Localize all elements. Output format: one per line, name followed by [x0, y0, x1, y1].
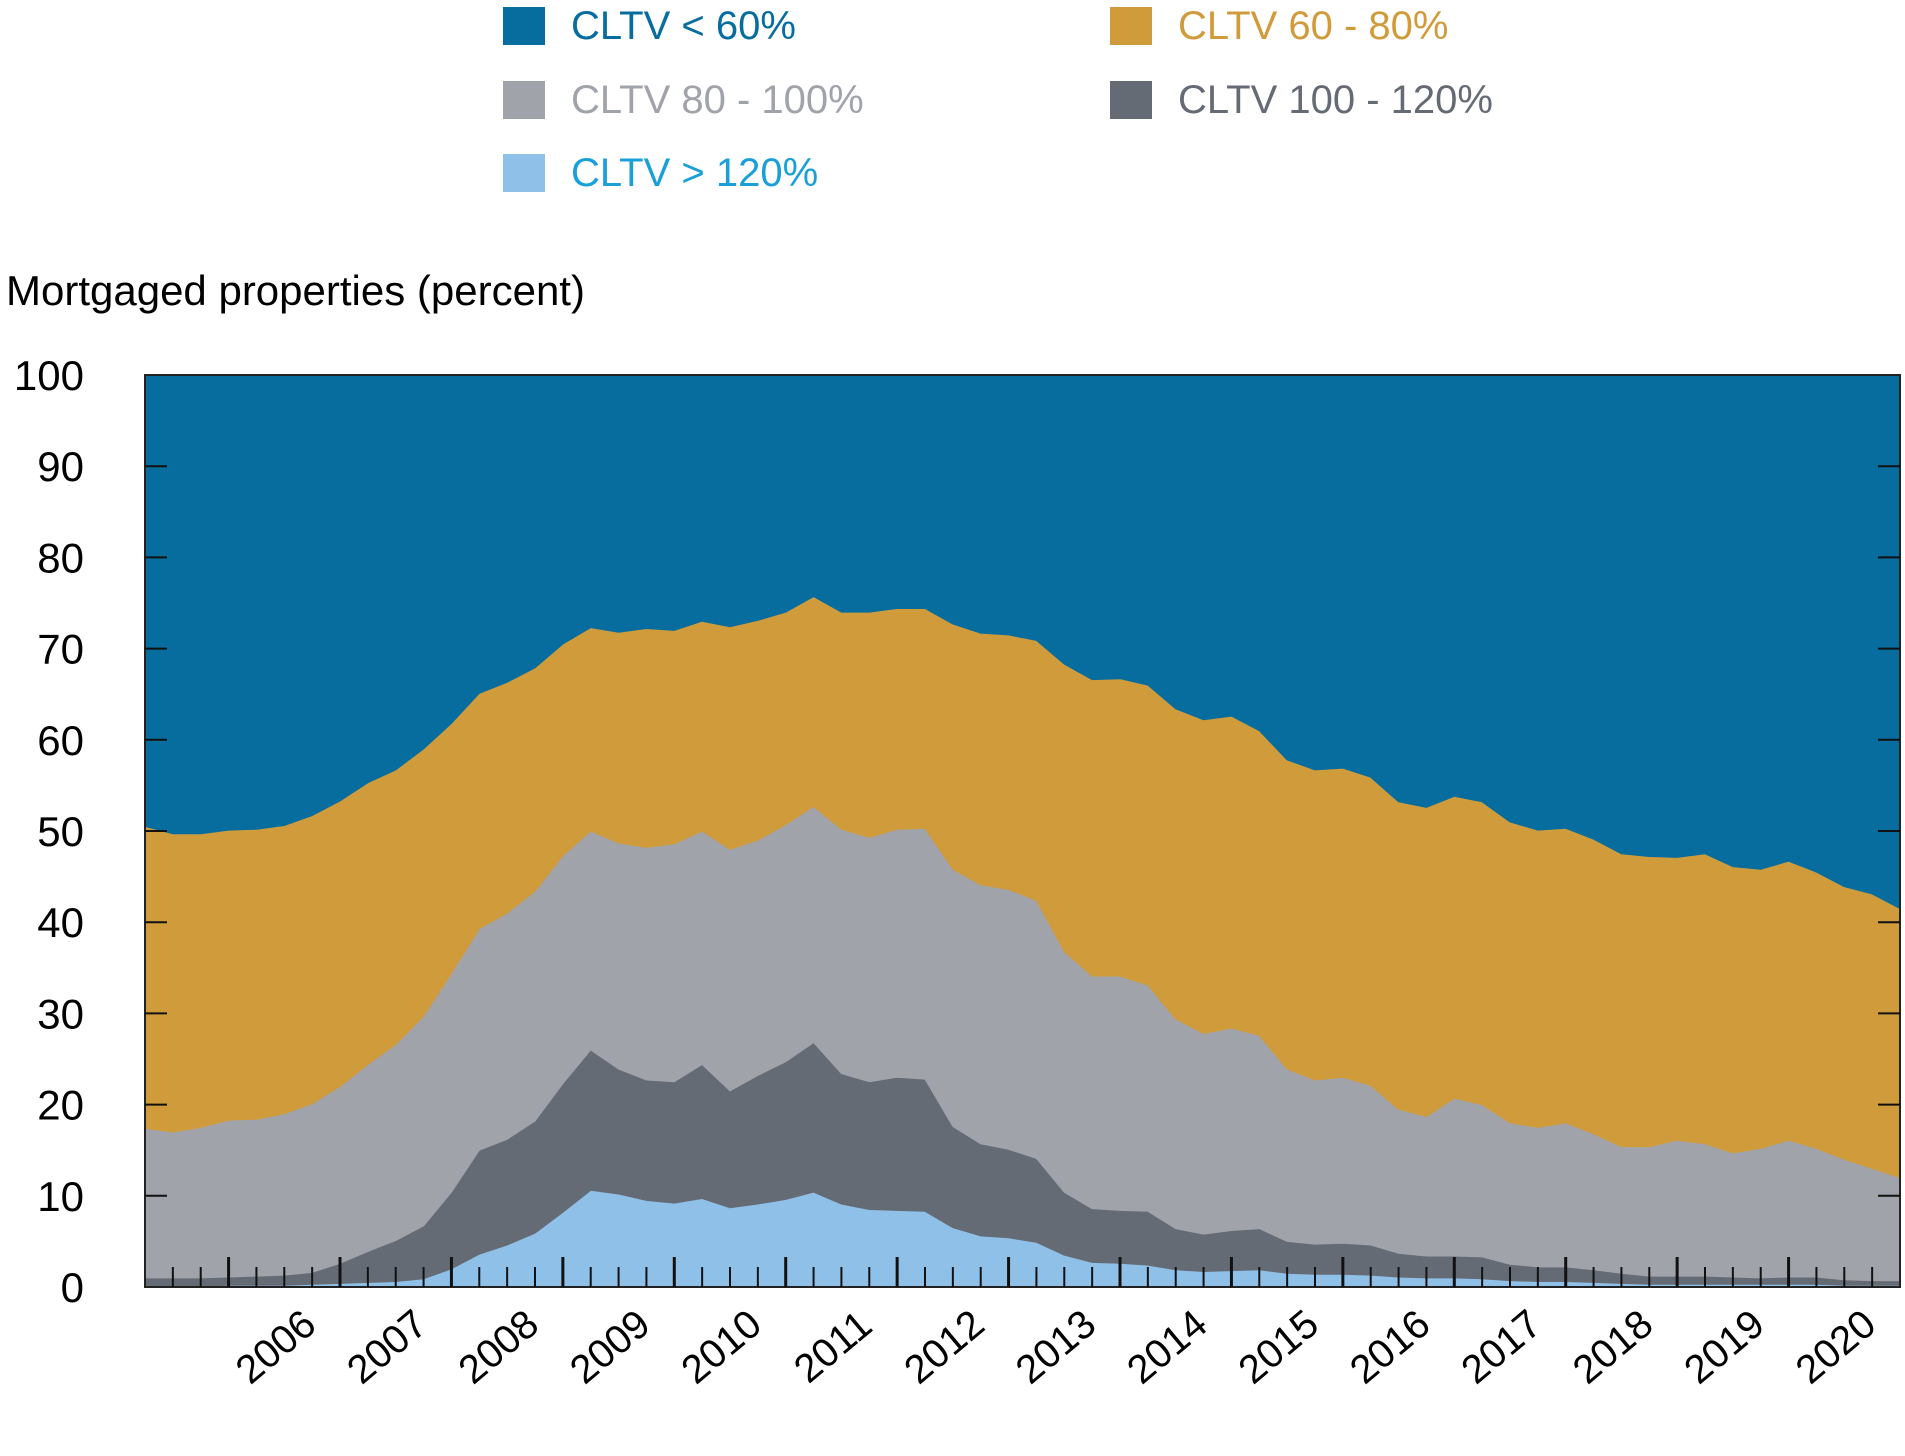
- x-tick-label: 2016: [1342, 1302, 1438, 1393]
- legend-label: CLTV 80 - 100%: [571, 78, 864, 122]
- legend-item: CLTV 100 - 120%: [1110, 78, 1493, 122]
- legend-label: CLTV > 120%: [571, 151, 818, 195]
- x-tick-label: 2010: [673, 1302, 769, 1393]
- legend-swatch: [503, 7, 545, 45]
- y-axis-label: Mortgaged properties (percent): [6, 267, 585, 314]
- x-tick-label: 2008: [451, 1302, 547, 1393]
- legend-item: CLTV 60 - 80%: [1110, 4, 1449, 48]
- legend-label: CLTV 60 - 80%: [1178, 4, 1449, 48]
- x-tick-label: 2014: [1119, 1302, 1215, 1393]
- legend-label: CLTV 100 - 120%: [1178, 78, 1493, 122]
- x-tick-label: 2009: [562, 1302, 658, 1393]
- y-tick-label: 100: [14, 352, 84, 399]
- x-tick-label: 2020: [1788, 1302, 1884, 1393]
- legend-label: CLTV < 60%: [571, 4, 796, 48]
- y-tick-label: 30: [37, 990, 84, 1037]
- x-tick-label: 2015: [1231, 1302, 1327, 1393]
- legend-item: CLTV 80 - 100%: [503, 78, 864, 122]
- legend-swatch: [503, 154, 545, 192]
- legend-swatch: [1110, 81, 1152, 119]
- y-tick-label: 60: [37, 717, 84, 764]
- x-tick-label: 2012: [896, 1302, 992, 1393]
- y-tick-label: 90: [37, 443, 84, 490]
- x-tick-label: 2007: [339, 1302, 435, 1393]
- y-tick-label: 10: [37, 1173, 84, 1220]
- legend-swatch: [1110, 7, 1152, 45]
- y-tick-label: 80: [37, 534, 84, 581]
- y-tick-label: 20: [37, 1082, 84, 1129]
- plot-area: [144, 374, 1901, 1288]
- y-axis: 0 10 20 30 40 50 60 70 80 90 100: [14, 352, 1900, 1311]
- x-tick-label: 2017: [1453, 1302, 1549, 1393]
- legend-swatch: [503, 81, 545, 119]
- x-tick-label: 2018: [1565, 1302, 1661, 1393]
- y-tick-label: 40: [37, 899, 84, 946]
- y-tick-label: 70: [37, 626, 84, 673]
- y-tick-label: 0: [61, 1264, 84, 1311]
- x-tick-label: 2013: [1008, 1302, 1104, 1393]
- legend-item: CLTV < 60%: [503, 4, 796, 48]
- x-tick-label: 2006: [228, 1302, 324, 1393]
- legend: CLTV < 60% CLTV 60 - 80% CLTV 80 - 100% CLT…: [503, 4, 1493, 195]
- x-tick-label: 2019: [1676, 1302, 1772, 1393]
- x-tick-label: 2011: [786, 1303, 880, 1392]
- legend-item: CLTV > 120%: [503, 151, 818, 195]
- y-tick-label: 50: [37, 808, 84, 855]
